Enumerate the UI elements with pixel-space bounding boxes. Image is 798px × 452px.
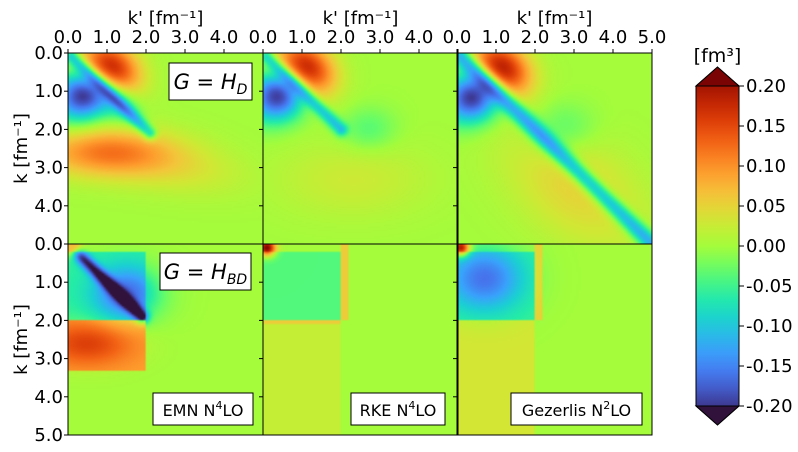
y-tick-label: 0.0 xyxy=(34,43,63,64)
heatmap-panel-r0c1 xyxy=(263,53,458,244)
y-tick-label: 1.0 xyxy=(34,272,63,293)
row-annotation-box xyxy=(159,252,252,291)
y-tick-label: 0.0 xyxy=(34,234,63,255)
x-axis-label: k' [fm⁻¹] xyxy=(323,8,399,29)
x-tick-label: 1.0 xyxy=(288,27,317,48)
row-annotation-box xyxy=(168,62,253,101)
model-label-box xyxy=(350,392,446,426)
x-tick-label: 2.0 xyxy=(132,27,161,48)
colorbar-tick-label: -0.20 xyxy=(746,396,793,417)
x-tick-label: 2.0 xyxy=(327,27,356,48)
colorbar-tick-label: 0.10 xyxy=(746,156,786,177)
x-tick-label: 0.0 xyxy=(54,27,83,48)
colorbar-label: [fm³] xyxy=(694,45,742,67)
x-tick-label: 1.0 xyxy=(93,27,122,48)
row-annotation: G = HD xyxy=(174,70,248,98)
y-axis-label: k [fm⁻¹] xyxy=(11,304,32,375)
x-tick-label: 3.0 xyxy=(171,27,200,48)
x-tick-label: 4.0 xyxy=(405,27,434,48)
colorbar-body xyxy=(695,66,740,426)
model-label: RKE N4LO xyxy=(360,399,437,420)
x-tick-label: 5.0 xyxy=(638,27,667,48)
colorbar-tick-label: 0.20 xyxy=(746,76,786,97)
y-tick-label: 2.0 xyxy=(34,310,63,331)
x-tick-label: 4.0 xyxy=(599,27,628,48)
colorbar-tick-label: 0.00 xyxy=(746,236,786,257)
x-tick-label: 0.0 xyxy=(249,27,278,48)
x-axis-label: k' [fm⁻¹] xyxy=(517,8,593,29)
colorbar: 0.20 0.15 0.10 0.05 0.00 -0.05 -0.10 -0.15 -0.20… xyxy=(694,45,793,426)
y-tick-label: 5.0 xyxy=(34,425,63,446)
y-tick-label: 3.0 xyxy=(34,158,63,179)
model-label-box xyxy=(510,392,643,426)
model-label-box xyxy=(152,392,254,426)
panel-frame xyxy=(456,243,653,436)
x-tick-label: 3.0 xyxy=(560,27,589,48)
x-tick-label: 4.0 xyxy=(210,27,239,48)
x-axis-label: k' [fm⁻¹] xyxy=(128,8,204,29)
y-tick-label: 4.0 xyxy=(34,387,63,408)
panel-frame xyxy=(262,243,459,436)
colorbar-tick-label: 0.05 xyxy=(746,196,786,217)
axes-layer xyxy=(64,49,653,436)
colorbar-extend-max xyxy=(694,66,741,87)
y-tick-label: 1.0 xyxy=(34,81,63,102)
colorbar-tick-label: 0.15 xyxy=(746,116,786,137)
heatmap-panel-r0c2 xyxy=(457,53,652,244)
labels-layer: 0.0 1.0 2.0 3.0 4.0k' [fm⁻¹]0.0 1.0 2.0 3.0 4.0k… xyxy=(11,8,666,446)
colorbar-tick-label: -0.05 xyxy=(746,276,793,297)
model-label: Gezerlis N2LO xyxy=(522,399,631,420)
y-tick-label: 3.0 xyxy=(34,349,63,370)
x-tick-label: 1.0 xyxy=(482,27,511,48)
colorbar-extend-min xyxy=(694,405,741,426)
x-tick-label: 3.0 xyxy=(366,27,395,48)
y-axis-label: k [fm⁻¹] xyxy=(11,113,32,184)
y-tick-label: 2.0 xyxy=(34,119,63,140)
y-tick-label: 4.0 xyxy=(34,196,63,217)
x-tick-label: 2.0 xyxy=(521,27,550,48)
model-label: EMN N4LO xyxy=(163,399,244,420)
colorbar-tick-label: -0.15 xyxy=(746,356,793,377)
colorbar-tick-label: -0.10 xyxy=(746,316,793,337)
row-annotation: G = HBD xyxy=(164,260,248,288)
x-tick-label: 0.0 xyxy=(443,27,472,48)
